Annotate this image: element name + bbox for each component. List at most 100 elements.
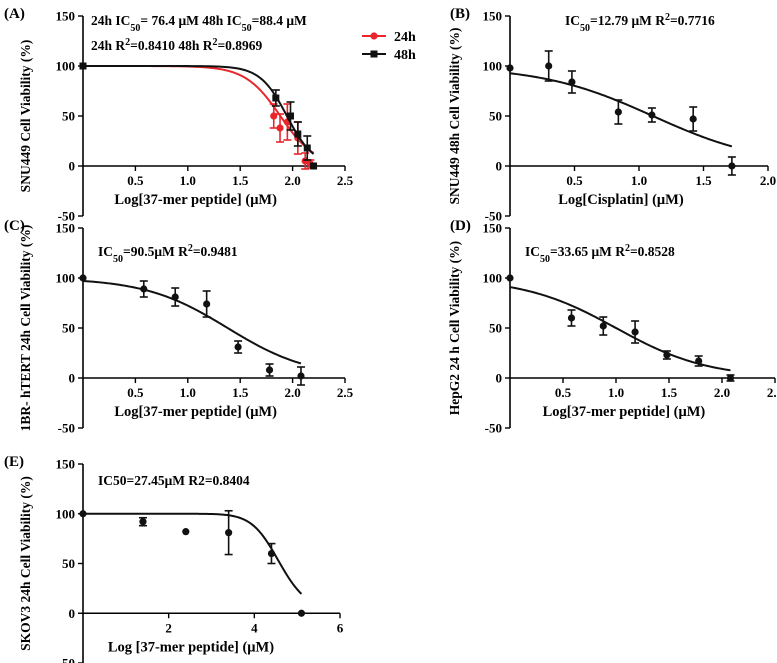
- annotation-part: 2: [188, 243, 193, 254]
- annotation-part: =0.7716: [670, 13, 715, 28]
- legend-label: 24h: [394, 30, 416, 45]
- annotation: IC50=33.65 μM R2=0.8528: [525, 243, 675, 265]
- y-tick-label: 100: [56, 271, 76, 286]
- x-tick-label: 2.0: [284, 385, 300, 400]
- fit-curve-cisplatin: [509, 72, 733, 148]
- x-axis-title: Log [37-mer peptide] (μM): [108, 639, 274, 655]
- data-point: [270, 112, 278, 120]
- x-tick-label: 1.5: [232, 385, 249, 400]
- data-point: [203, 300, 211, 308]
- annotation-part: IC: [525, 244, 540, 259]
- data-point: [506, 274, 514, 282]
- data-point: [171, 293, 179, 301]
- x-tick-label: 2.0: [760, 173, 776, 188]
- y-tick-label: -50: [58, 209, 75, 224]
- annotation-part: 2: [665, 12, 670, 23]
- data-point: [234, 343, 242, 351]
- data-point: [79, 510, 87, 518]
- annotation-part: 2: [625, 243, 630, 254]
- y-tick-label: 50: [62, 321, 75, 336]
- annotation-part: 2: [212, 37, 217, 48]
- x-axis-title: Log[37-mer peptide] (μM): [114, 192, 277, 208]
- y-tick-label: 150: [56, 457, 76, 472]
- data-point: [663, 351, 671, 359]
- annotation-part: 50: [130, 23, 140, 34]
- data-point: [303, 144, 311, 152]
- x-tick-label: 2.5: [337, 173, 354, 188]
- annotation-part: =12.79 μM R: [590, 13, 665, 28]
- x-axis-title: Log[Cisplatin] (μM): [558, 192, 684, 208]
- data-point: [631, 328, 639, 336]
- data-point: [287, 112, 295, 120]
- annotation-part: 50: [580, 23, 590, 34]
- y-tick-label: 150: [56, 221, 76, 236]
- x-tick-label: 1.5: [661, 385, 678, 400]
- y-tick-label: 100: [483, 59, 503, 74]
- data-point: [272, 94, 280, 102]
- annotation-part: =0.8528: [630, 244, 675, 259]
- annotation-part: IC: [98, 244, 113, 259]
- x-tick-label: 1.0: [608, 385, 624, 400]
- y-tick-label: 50: [489, 109, 502, 124]
- annotation: IC50=12.79 μM R2=0.7716: [565, 12, 715, 34]
- fit-curve-48h: [83, 65, 315, 155]
- y-tick-label: 150: [483, 9, 503, 24]
- data-point: [225, 529, 233, 537]
- y-tick-label: 50: [62, 556, 75, 571]
- y-tick-label: 50: [489, 321, 502, 336]
- data-point: [310, 162, 318, 170]
- annotation-part: = 76.4 μM 48h IC: [140, 13, 241, 28]
- annotation: 24h IC50= 76.4 μM 48h IC50=88.4 μM: [91, 13, 307, 34]
- data-point: [506, 64, 514, 72]
- data-point: [568, 78, 576, 86]
- data-point: [294, 130, 302, 138]
- x-tick-label: 2.0: [284, 173, 300, 188]
- panel-b: (B) -50 0 50 100 150 0.5 1.0 1.5 2.0 Log[Cisplatin…: [447, 6, 776, 224]
- y-tick-label: 0: [69, 606, 76, 621]
- x-tick-label: 2.0: [714, 385, 730, 400]
- x-tick-label: 0.5: [555, 385, 572, 400]
- x-tick-label: 2.5: [337, 385, 354, 400]
- data-point: [726, 374, 735, 382]
- data-point: [614, 108, 622, 116]
- legend-marker: [370, 32, 378, 40]
- panel-e: (E) -50 0 50 100 150 2 4 6 Log [37-mer peptide] (…: [4, 454, 344, 663]
- x-axis-title: Log[37-mer peptide] (μM): [114, 404, 277, 420]
- y-axis-title: SKOV3 24h Cell Viability (%): [18, 476, 33, 651]
- data-point: [79, 62, 87, 70]
- y-tick-label: 0: [69, 371, 76, 386]
- x-tick-label: 1.0: [180, 385, 196, 400]
- y-tick-label: 0: [496, 159, 503, 174]
- fit-curve-hepg2: [509, 286, 731, 372]
- data-point: [276, 124, 284, 132]
- y-tick-label: -50: [485, 209, 502, 224]
- x-tick-label: 1.5: [232, 173, 249, 188]
- data-point: [139, 518, 147, 526]
- x-tick-label: 0.5: [127, 385, 144, 400]
- x-axis-title: Log[37-mer peptide] (μM): [543, 404, 706, 420]
- y-tick-label: -50: [58, 421, 75, 436]
- y-tick-label: 0: [69, 159, 76, 174]
- annotation-part: =0.8969: [217, 38, 262, 53]
- data-point: [79, 274, 87, 282]
- data-point: [267, 549, 276, 558]
- annotation: IC50=27.45μM R2=0.8404: [98, 473, 250, 488]
- annotation-part: 24h IC: [91, 13, 130, 28]
- panel-d: (D) -50 0 50 100 150 0.5 1.0 1.5 2.0 2.5 Log[37-mer…: [447, 218, 777, 436]
- legend-label: 48h: [394, 48, 416, 63]
- panel-label: (D): [450, 218, 471, 234]
- fit-curve-1br-htert: [82, 279, 302, 365]
- data-point: [689, 115, 697, 123]
- annotation-part: =90.5μM R: [123, 244, 188, 259]
- data-point: [182, 528, 190, 536]
- panel-label: (A): [4, 6, 25, 22]
- y-tick-label: 150: [483, 221, 503, 236]
- y-axis-title: SNU449 48h Cell Viability (%): [447, 27, 462, 204]
- data-point: [567, 314, 576, 322]
- x-tick-label: 2: [165, 620, 172, 635]
- annotation-part: 50: [113, 254, 123, 265]
- data-point: [545, 62, 553, 70]
- fit-curve-skov3: [83, 512, 303, 595]
- x-tick-label: 2.5: [767, 385, 777, 400]
